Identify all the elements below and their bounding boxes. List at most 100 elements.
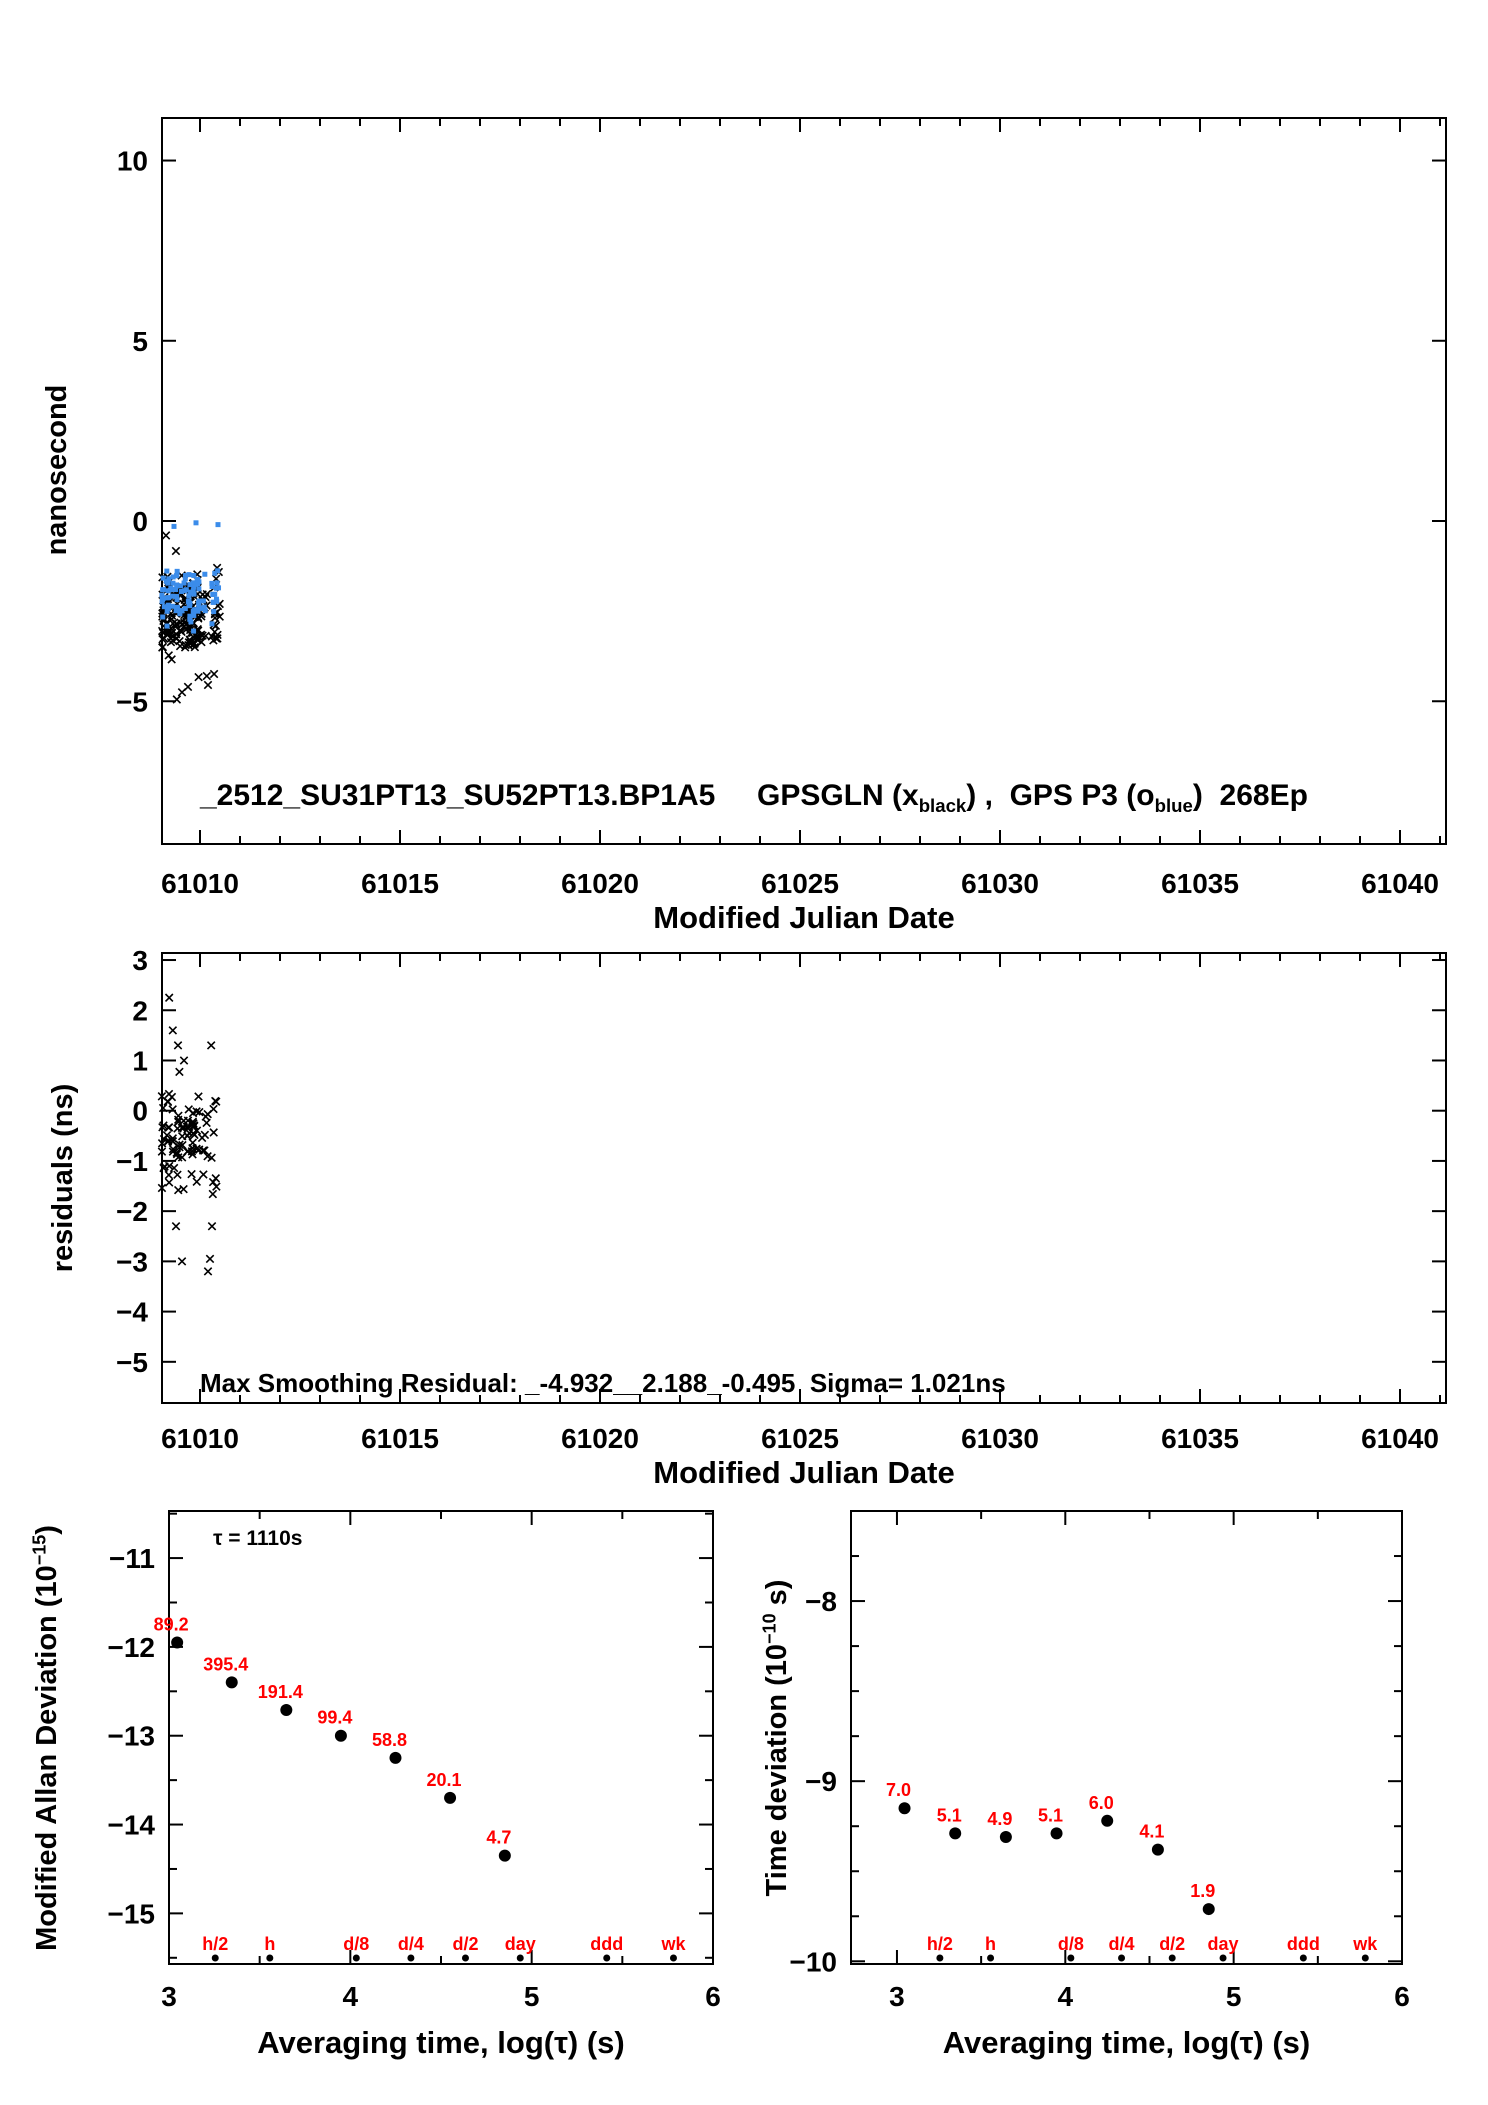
point-value-label: 191.4 <box>258 1682 303 1702</box>
y-tick-label: 3 <box>132 945 148 976</box>
y-tick-label: −8 <box>805 1586 837 1617</box>
x-axis-title: Modified Julian Date <box>653 900 954 935</box>
y-tick-label: −15 <box>108 1898 156 1929</box>
category-label: h <box>264 1934 275 1954</box>
plot-annotation: Max Smoothing Residual: _-4.932__2.188_-… <box>200 1368 1006 1398</box>
point-value-label: 4.1 <box>1139 1822 1164 1842</box>
x-axis-title: Averaging time, log(τ) (s) <box>257 2025 625 2060</box>
category-label: d/8 <box>1058 1934 1084 1954</box>
x-tick-label: 61015 <box>361 1423 439 1454</box>
category-label: ddd <box>1287 1934 1320 1954</box>
y-tick-label: −11 <box>109 1543 155 1574</box>
category-label: d/8 <box>343 1934 369 1954</box>
y-axis-title: nanosecond <box>41 385 73 556</box>
x-tick-label: 5 <box>1226 1981 1242 2012</box>
x-tick-label: 61020 <box>561 1423 639 1454</box>
y-axis-title: Modified Allan Deviation (10−15) <box>30 1525 63 1951</box>
point-value-label: 6.0 <box>1089 1793 1114 1813</box>
series-tdev <box>898 1802 1215 1916</box>
x-tick-label: 61010 <box>161 1423 239 1454</box>
series-gps-p3-o-blue <box>159 520 222 634</box>
category-label: d/4 <box>1109 1934 1135 1954</box>
category-label: ddd <box>590 1934 623 1954</box>
x-tick-label: 61030 <box>961 868 1039 899</box>
y-tick-label: −4 <box>116 1297 148 1328</box>
category-label: wk <box>660 1934 686 1954</box>
y-tick-label: −10 <box>790 1946 838 1977</box>
point-value-label: 5.1 <box>1038 1805 1063 1825</box>
category-label: day <box>1208 1934 1239 1954</box>
y-tick-label: 1 <box>132 1045 148 1076</box>
y-tick-label: −2 <box>116 1196 148 1227</box>
x-tick-label: 61035 <box>1161 868 1239 899</box>
plot-top-phase-plot: 61010 61015 61020 61025 61030 61035 61040 10 5 0 −… <box>41 117 1447 935</box>
category-label: day <box>505 1934 536 1954</box>
ticks <box>851 1510 1403 1964</box>
axes-frame <box>161 952 1447 1404</box>
plot-residuals-plot: 61010 61015 61020 61025 61030 61035 61040 3 2 1 0 −… <box>47 945 1447 1490</box>
x-tick-label: 61035 <box>1161 1423 1239 1454</box>
point-value-label: 7.0 <box>886 1780 911 1800</box>
y-tick-label: 5 <box>132 326 148 357</box>
point-value-label: 20.1 <box>427 1770 462 1790</box>
category-markers: h/2 h d/8 d/4 d/2 day ddd wk <box>202 1934 686 1962</box>
point-value-label: 5.1 <box>937 1805 962 1825</box>
axes-frame <box>161 117 1447 845</box>
x-tick-label: 61030 <box>961 1423 1039 1454</box>
y-tick-label: −1 <box>116 1146 148 1177</box>
plot-annotation: GPSGLN (xblack) , GPS P3 (oblue) 268Ep <box>757 779 1308 816</box>
x-tick-label: 3 <box>161 1981 177 2012</box>
ticks <box>162 953 1446 1403</box>
series-mdev <box>171 1636 511 1862</box>
plot-annotation: _2512_SU31PT13_SU52PT13.BP1A5 <box>199 779 715 812</box>
y-tick-label: 10 <box>117 146 148 177</box>
x-tick-label: 61020 <box>561 868 639 899</box>
y-axis-title: residuals (ns) <box>47 1084 79 1273</box>
y-tick-label: −5 <box>116 1347 148 1378</box>
ticks <box>162 118 1446 844</box>
y-tick-label: −13 <box>108 1721 156 1752</box>
category-label: d/2 <box>1159 1934 1185 1954</box>
y-tick-label: 2 <box>132 995 148 1026</box>
x-tick-label: 61025 <box>761 1423 839 1454</box>
x-tick-label: 61015 <box>361 868 439 899</box>
plot-annotation: τ = 1110s <box>213 1527 302 1550</box>
series-gpsgln-x-black <box>157 531 224 704</box>
x-tick-label: 6 <box>1394 1981 1410 2012</box>
category-label: h <box>985 1934 996 1954</box>
plot-mdev-plot: 3 4 5 6 −11 −12 −13 −14 −15 Averaging time, log(τ… <box>30 1510 721 2060</box>
x-axis-title: Modified Julian Date <box>653 1455 954 1490</box>
x-tick-label: 61040 <box>1361 868 1439 899</box>
x-tick-label: 5 <box>524 1981 540 2012</box>
x-tick-label: 4 <box>1058 1981 1074 2012</box>
category-label: d/4 <box>398 1934 424 1954</box>
category-markers: h/2 h d/8 d/4 d/2 day ddd wk <box>927 1934 1378 1962</box>
point-value-label: 89.2 <box>154 1614 189 1634</box>
x-tick-label: 61040 <box>1361 1423 1439 1454</box>
y-axis-title: Time deviation (10−10 s) <box>760 1580 793 1897</box>
y-tick-label: −5 <box>116 686 148 717</box>
point-value-label: 4.9 <box>987 1809 1012 1829</box>
axes-frame <box>168 1510 714 1965</box>
point-value-label: 4.7 <box>486 1828 511 1848</box>
x-tick-label: 4 <box>343 1981 359 2012</box>
point-value-label: 395.4 <box>203 1654 248 1674</box>
y-tick-label: 0 <box>132 506 148 537</box>
y-tick-label: −14 <box>108 1810 156 1841</box>
x-axis-title: Averaging time, log(τ) (s) <box>943 2025 1311 2060</box>
category-label: h/2 <box>927 1934 953 1954</box>
category-label: wk <box>1352 1934 1378 1954</box>
plot-tdev-plot: 3 4 5 6 −8 −9 −10 Averaging time, log(τ) (s) Tim… <box>760 1510 1410 2060</box>
x-tick-label: 3 <box>889 1981 905 2012</box>
y-tick-label: −3 <box>116 1246 148 1277</box>
y-tick-label: −9 <box>805 1766 837 1797</box>
axes-frame <box>850 1510 1403 1965</box>
category-label: d/2 <box>452 1934 478 1954</box>
point-value-label: 1.9 <box>1190 1881 1215 1901</box>
point-value-label: 58.8 <box>372 1730 407 1750</box>
series-smoothing-residuals <box>157 993 221 1276</box>
ticks <box>168 1511 714 1964</box>
y-tick-label: −12 <box>108 1632 156 1663</box>
